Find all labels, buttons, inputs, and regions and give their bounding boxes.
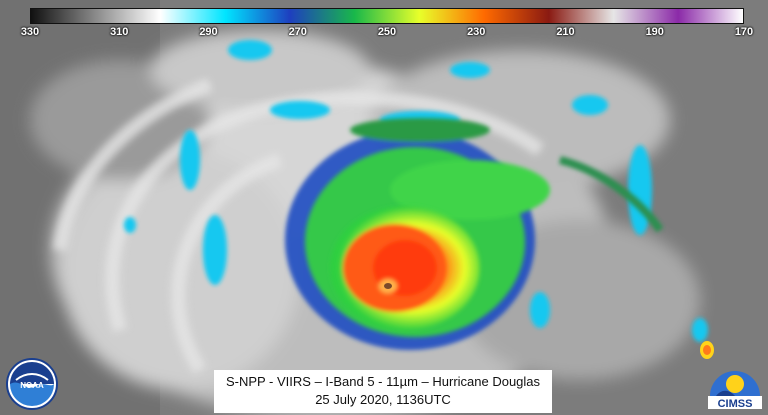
image-caption: S-NPP - VIIRS – I-Band 5 - 11µm – Hurric…	[214, 370, 552, 413]
temperature-colorbar	[30, 8, 744, 24]
colorbar-tick-250: 250	[377, 26, 397, 38]
colorbar-tick-210: 210	[556, 26, 575, 38]
colorbar-tick-190: 190	[645, 26, 664, 38]
cimss-logo-text: CIMSS	[718, 398, 753, 410]
colorbar-tick-290: 290	[199, 26, 218, 38]
colorbar-tick-230: 230	[467, 26, 486, 38]
noaa-logo: NOAA	[6, 358, 58, 410]
hurricane-core	[330, 206, 480, 330]
hurricane-eye	[378, 278, 398, 294]
spiral-bands	[53, 78, 545, 374]
caption-line-2: 25 July 2020, 1136UTC	[315, 392, 451, 407]
colorbar-tick-170: 170	[734, 26, 754, 38]
colorbar-tick-330: 330	[20, 26, 40, 38]
cold-cloud-tops-cyan	[124, 40, 708, 342]
caption-line-1: S-NPP - VIIRS – I-Band 5 - 11µm – Hurric…	[225, 374, 541, 389]
colorbar-tick-310: 310	[110, 26, 129, 38]
small-convection-cells	[700, 341, 714, 359]
colorbar-tick-270: 270	[288, 26, 307, 38]
noaa-logo-text: NOAA	[20, 381, 44, 390]
cimss-logo: CIMSS	[708, 371, 762, 410]
